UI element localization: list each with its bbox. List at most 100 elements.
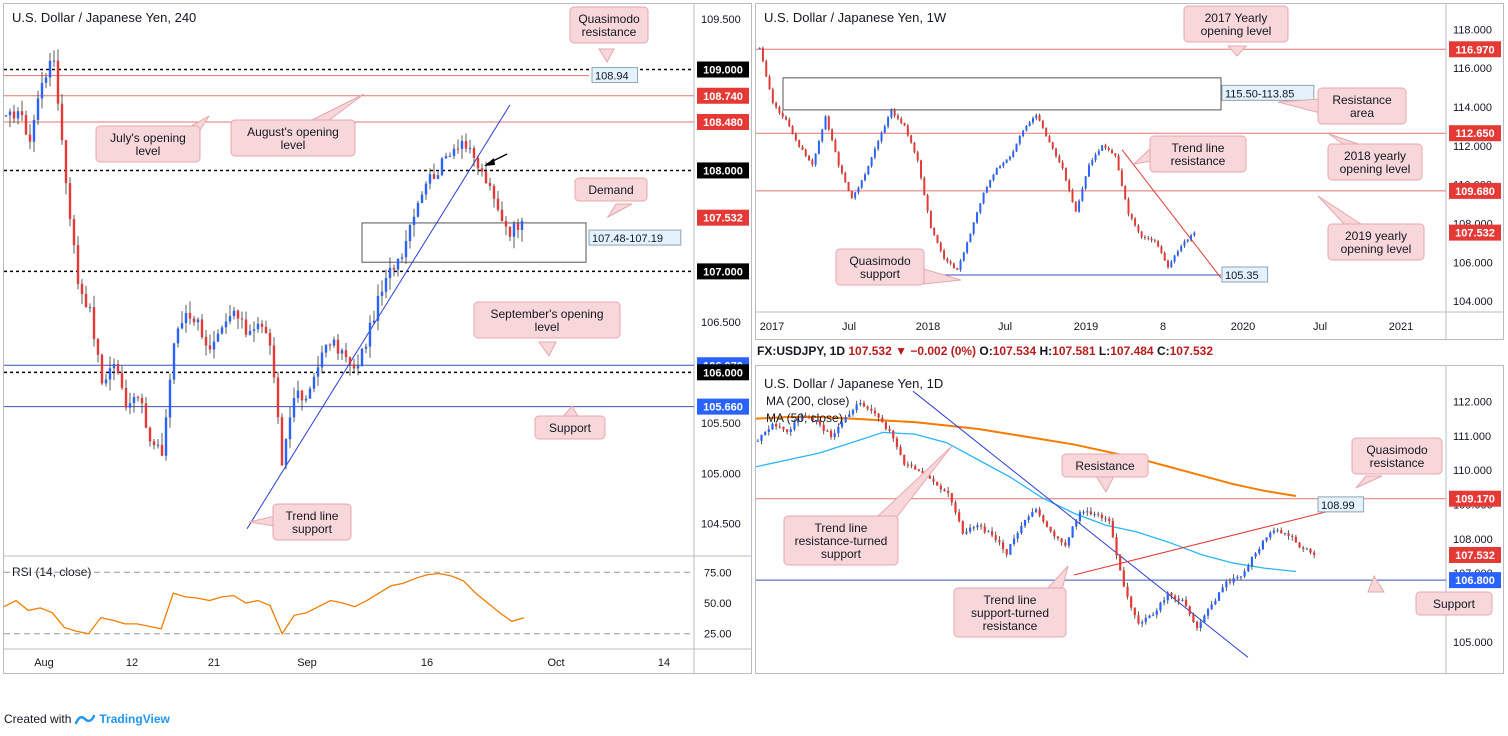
callout-quasimodo-resistance-box bbox=[1351, 437, 1443, 475]
price-candles-1d-candle bbox=[855, 404, 858, 411]
price-candles-240-candle bbox=[120, 373, 124, 388]
x-tick-label: Jul bbox=[842, 321, 856, 333]
price-candles-1w-candle bbox=[893, 109, 896, 116]
x-tick-label: 2019 bbox=[1074, 321, 1098, 333]
price-candles-240-candle bbox=[392, 267, 396, 270]
price-candles-1d-candle bbox=[764, 431, 767, 435]
price-candles-240-candle bbox=[428, 174, 432, 184]
price-candles-1w-candle bbox=[1074, 202, 1077, 212]
price-candles-240-candle bbox=[324, 344, 328, 353]
y-tick-label: 118.000 bbox=[1453, 24, 1492, 36]
price-candles-1w-candle bbox=[771, 89, 774, 103]
arrow-head-icon bbox=[484, 158, 495, 166]
price-candles-240-candle bbox=[236, 310, 240, 319]
y-tick-label: 114.000 bbox=[1453, 102, 1492, 114]
price-candles-1d-candle bbox=[1016, 533, 1019, 539]
price-candles-1d-candle bbox=[1173, 596, 1177, 599]
price-candles-1d-candle bbox=[1089, 511, 1092, 514]
price-candles-1d-candle bbox=[844, 417, 847, 423]
price-candles-240-candle bbox=[440, 158, 444, 176]
price-candles-240-candle bbox=[68, 183, 72, 219]
price-candles-240-candle bbox=[116, 364, 120, 374]
price-candles-1w-candle bbox=[1160, 246, 1163, 253]
price-tag-text: 108.000 bbox=[703, 165, 743, 177]
symbol-label: FX:USDJPY, 1D bbox=[757, 344, 846, 358]
price-candles-1d-candle bbox=[1034, 509, 1038, 512]
price-tag-bg bbox=[697, 87, 749, 104]
price-candles-240-candle bbox=[472, 148, 476, 158]
price-candles-240-candle bbox=[368, 322, 372, 347]
price-candles-1d-candle bbox=[910, 464, 913, 466]
price-candles-240-candle bbox=[420, 194, 424, 204]
price-candles-240-candle bbox=[372, 320, 376, 323]
chart-1d[interactable]: U.S. Dollar / Japanese Yen, 1D 112.000 111… bbox=[756, 366, 1503, 673]
price-candles-1w-candle bbox=[906, 125, 909, 136]
price-candles-1w-candle bbox=[1008, 156, 1011, 160]
price-candles-1w-candle bbox=[1094, 154, 1097, 161]
price-candles-1d-candle bbox=[1166, 592, 1169, 601]
price-candles-240-candle bbox=[180, 323, 184, 329]
price-candles-1d-candle bbox=[1177, 598, 1180, 601]
price-candles-1d-candle bbox=[1184, 599, 1188, 607]
y-tick-label: 108.000 bbox=[1453, 534, 1493, 546]
price-candles-1d-candle bbox=[1276, 530, 1279, 532]
brand-label[interactable]: TradingView bbox=[99, 712, 170, 726]
price-candles-1w-candle bbox=[1127, 199, 1130, 215]
price-tag-bg bbox=[1449, 182, 1501, 199]
chart-panel-240[interactable]: U.S. Dollar / Japanese Yen, 240 109.500 10… bbox=[3, 3, 752, 674]
price-candles-240-candle bbox=[356, 366, 360, 369]
price-tag-bg bbox=[1449, 546, 1501, 563]
price-candles-1w-candle bbox=[1104, 145, 1107, 148]
callout-trend-line-resistance-text: resistance bbox=[1171, 154, 1226, 168]
price-candles-240-candle bbox=[224, 321, 228, 328]
price-tag-bg bbox=[697, 209, 749, 226]
close-value: 107.532 bbox=[1169, 344, 1214, 358]
callout-julys-opening-text: level bbox=[136, 144, 161, 158]
callout-trend-line-resistance-turned-support-pointer bbox=[874, 445, 953, 519]
price-candles-1w-candle bbox=[949, 261, 952, 264]
price-candles-240-candle bbox=[340, 350, 344, 354]
y-tick-label: 104.500 bbox=[701, 519, 741, 531]
price-tag-bg bbox=[1449, 224, 1501, 241]
chart-panel-1d[interactable]: U.S. Dollar / Japanese Yen, 1D 112.000 111… bbox=[755, 365, 1504, 674]
chart-240[interactable]: U.S. Dollar / Japanese Yen, 240 109.500 10… bbox=[4, 4, 751, 673]
price-candles-1d-candle bbox=[1100, 514, 1103, 519]
price-candles-240-candle bbox=[480, 168, 484, 172]
price-candles-1w-candle bbox=[1163, 252, 1166, 261]
close-label: C: bbox=[1156, 344, 1170, 358]
chart-1w[interactable]: U.S. Dollar / Japanese Yen, 1W 118.000 116… bbox=[756, 4, 1503, 339]
price-candles-1d-candle bbox=[888, 428, 891, 431]
price-candles-240-candle bbox=[40, 82, 44, 99]
price-candles-1w-candle bbox=[887, 117, 890, 127]
price-candles-1d-candle bbox=[1086, 511, 1089, 513]
price-candles-240-candle bbox=[172, 343, 176, 380]
price-candles-1w-candle bbox=[785, 116, 787, 120]
price-candles-1w-candle bbox=[969, 233, 972, 243]
price-candles-1d-candle bbox=[1195, 622, 1199, 629]
price-candles-1d-candle bbox=[1243, 571, 1246, 577]
price-candles-240-candle bbox=[148, 427, 152, 442]
callout-julys-opening-box bbox=[95, 125, 201, 163]
price-candles-1w-candle bbox=[903, 123, 906, 126]
callout-trend-line-support-turned-resistance-text: support-turned bbox=[971, 606, 1049, 620]
callout-2017-opening-box bbox=[1183, 5, 1289, 43]
price-candles-1w-candle bbox=[910, 135, 913, 143]
price-candles-1d-candle bbox=[1225, 581, 1228, 588]
price-candles-1d-candle bbox=[965, 531, 968, 534]
price-candles-1d-candle bbox=[1082, 511, 1085, 513]
price-candles-240-candle bbox=[516, 223, 520, 230]
price-candles-240 bbox=[4, 49, 524, 470]
price-candles-1d-candle bbox=[903, 454, 906, 465]
price-candles-1w-candle bbox=[765, 61, 768, 77]
chart-panel-1w[interactable]: U.S. Dollar / Japanese Yen, 1W 118.000 116… bbox=[755, 3, 1504, 340]
callout-2018-opening-text: opening level bbox=[1340, 162, 1411, 176]
price-candles-240-candle bbox=[24, 115, 28, 135]
x-tick-label: 2017 bbox=[760, 321, 784, 333]
price-candles-1d-candle bbox=[1210, 604, 1213, 610]
price-candles-1d-candle bbox=[1115, 537, 1118, 556]
callout-2019-opening-box bbox=[1327, 223, 1425, 261]
price-candles-1w-candle bbox=[966, 242, 969, 253]
